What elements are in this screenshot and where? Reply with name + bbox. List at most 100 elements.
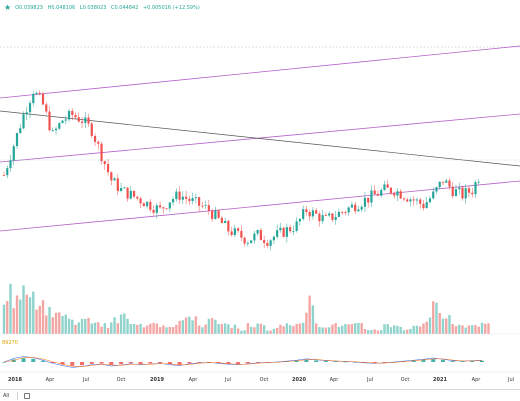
candle-body [110,172,112,180]
volume-bar [400,327,402,334]
volume-bar [458,325,460,334]
candle-body [409,199,411,201]
candle-body [48,112,50,131]
volume-bar [273,329,275,334]
volume-bar [250,327,252,334]
x-tick-label: Oct [401,377,410,383]
volume-bar [91,324,93,334]
candle-body [328,213,330,215]
volume-bar [107,328,109,334]
candle-body [123,188,125,189]
volume-bar [234,325,236,334]
macd-signal-line [4,357,482,366]
volume-bar [406,330,408,334]
x-tick-label: Apr [189,377,199,383]
volume-bar [45,315,47,334]
macd-histogram-bar [129,362,133,363]
volume-bar [351,324,353,334]
volume-bar [429,318,431,334]
candle-body [387,184,389,187]
macd-histogram-bar [324,361,328,362]
candle-body [331,213,333,219]
candle-body [458,188,460,190]
candle-body [162,207,164,208]
candle-body [260,230,262,240]
x-tick-label: 2020 [292,377,306,383]
candle-body [3,175,5,176]
candle-body [156,205,158,212]
candle-body [257,230,259,234]
range-all-button[interactable]: All [0,393,17,399]
macd-histogram-bar [70,362,74,366]
volume-bar [334,323,336,334]
volume-bar [61,316,63,334]
candle-body [422,204,424,208]
candle-body [452,187,454,196]
volume-bar [146,326,148,334]
volume-bar [354,323,356,334]
candle-body [16,133,18,146]
volume-bar [58,312,60,334]
candle-body [396,191,398,195]
candle-body [214,211,216,219]
candle-body [471,193,473,194]
candle-body [84,117,86,122]
volume-bar [71,320,73,334]
volume-bar [484,324,486,334]
volume-bar [35,310,37,334]
volume-bar [162,325,164,334]
volume-bar [344,324,346,334]
footer-divider [17,392,18,400]
x-tick-label: Apr [46,377,56,383]
volume-bar [97,322,99,334]
candle-body [279,228,281,230]
volume-bar [6,301,8,334]
macd-histogram-bar [441,360,445,362]
candle-body [175,192,177,199]
macd-histogram-bar [139,362,143,364]
volume-bar [136,325,138,334]
volume-bar [377,331,379,334]
volume-bar [269,331,271,334]
candle-body [201,206,203,207]
calendar-icon[interactable] [24,393,30,399]
candle-body [58,123,60,129]
candle-body [341,212,343,213]
candle-body [276,230,278,237]
volume-bar [237,328,239,334]
volume-bar [9,284,11,334]
macd-histogram-bar [119,362,123,364]
volume-bar [266,331,268,334]
volume-bar [383,324,385,334]
volume-bar [139,324,141,334]
volume-bar [81,319,83,334]
volume-bar [295,324,297,334]
macd-histogram-bar [22,358,26,362]
candle-body [292,231,294,232]
candle-body [286,227,288,237]
x-tick-label: 2019 [150,377,164,383]
x-tick-label: 2021 [433,377,447,383]
volume-bar [143,327,145,334]
candle-body [448,181,450,187]
candle-body [273,237,275,241]
volume-bar [55,313,57,334]
candle-body [247,243,249,244]
candle-body [227,221,229,231]
volume-bar [370,330,372,334]
volume-bar [130,324,132,334]
candle-body [406,199,408,201]
candle-body [211,211,213,219]
candle-body [185,197,187,199]
candle-body [478,182,480,183]
volume-bar [3,305,5,334]
candle-body [9,160,11,168]
volume-bar [263,325,265,334]
volume-bar [308,296,310,334]
macd-histogram-bar [236,362,240,364]
candle-body [380,190,382,196]
volume-bar [426,322,428,334]
candle-body [61,121,63,123]
volume-bar [117,323,119,334]
